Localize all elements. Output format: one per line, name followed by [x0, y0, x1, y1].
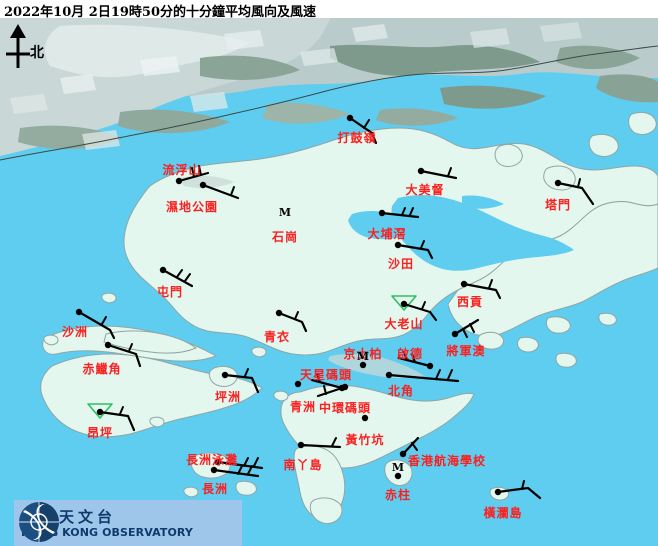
wind-barb-kings-park: [359, 361, 367, 369]
wind-barb-cheung-chau-beach: [214, 457, 264, 470]
station-label: 啟德: [396, 347, 424, 361]
station-label: 中環碼頭: [318, 401, 372, 415]
hko-logo-en: HONG KONG OBSERVATORY: [21, 526, 193, 539]
station-label: 將軍澳: [446, 344, 486, 358]
wind-barb-tuen-mun: [159, 266, 194, 288]
page-title: 2022年10月 2日19時50分的十分鐘平均風向及風速: [4, 5, 317, 20]
station-label: 赤柱: [384, 488, 412, 502]
wind-barb-tai-ku-ling: [346, 114, 378, 145]
station-label: 昂坪: [86, 426, 114, 440]
station-label: 赤鱲角: [82, 362, 122, 376]
station-label: 京士柏: [343, 347, 383, 361]
station-label: 大老山: [384, 317, 424, 331]
wind-barb-hk-sea-school: [399, 436, 420, 458]
station-label: 香港航海學校: [407, 454, 487, 468]
station-dot-wong-chuk-hang: [361, 414, 369, 422]
wind-barb-lamma-island: [297, 437, 342, 449]
station-label: 流浮山: [162, 163, 202, 177]
wind-barb-tsing-yi: [275, 309, 308, 333]
hko-swirl-logo-icon: [19, 502, 59, 542]
station-label: 濕地公園: [165, 200, 219, 214]
urban-areas: [180, 175, 424, 379]
station-label: 橫瀾島: [483, 506, 523, 520]
wind-barb-chek-lap-kok: [104, 341, 142, 368]
wind-barb-tap-mun: [554, 178, 595, 206]
station-label: 長洲: [201, 482, 229, 496]
wind-barb-ngong-ping: [87, 403, 136, 432]
hong-kong-landmass: [40, 111, 658, 525]
station-label: 天星碼頭: [299, 368, 353, 382]
wind-barb-cheung-chau: [210, 465, 260, 478]
station-label: 屯門: [156, 285, 184, 299]
station-label: 黃竹坑: [345, 433, 385, 447]
north-label: 北: [30, 45, 44, 61]
station-label: 沙洲: [61, 325, 89, 339]
wind-barb-sai-kung: [460, 279, 502, 300]
wind-barb-tseung-kwan-o: [451, 318, 480, 338]
wind-barb-tai-po-kau: [378, 207, 420, 219]
wind-barb-kai-tak: [397, 351, 434, 370]
hko-logo: 香港天文台 HONG KONG OBSERVATORY: [14, 500, 242, 546]
station-label: 石崗: [271, 230, 299, 244]
wind-barb-sha-chau: [75, 308, 116, 340]
station-label: 長洲泳灘: [185, 453, 239, 467]
wind-barbs: [75, 114, 595, 500]
wind-barb-tates-cairn: [391, 295, 438, 322]
station-label: 大埔滘: [367, 227, 407, 241]
wind-barb-central-pier: [316, 383, 349, 398]
station-label: 青洲: [289, 400, 317, 414]
station-label: 大美督: [405, 183, 445, 197]
station-label: 打鼓嶺: [337, 131, 377, 145]
station-dot-stanley: [394, 472, 402, 480]
wind-barb-sha-tin: [394, 240, 434, 260]
wind-barb-north-point: [385, 369, 460, 383]
north-arrow-icon: [6, 24, 30, 68]
station-label: 北角: [387, 384, 415, 398]
calm-wind-marker: M: [356, 350, 370, 363]
wind-barb-lau-fau-shan: [175, 165, 210, 185]
map-graphics: [0, 18, 658, 546]
station-label: 塔門: [544, 198, 572, 212]
calm-wind-marker: M: [278, 206, 292, 219]
wind-barb-tai-mei-tuk: [417, 167, 458, 180]
station-label: 西貢: [456, 295, 484, 309]
station-label: 青衣: [263, 330, 291, 344]
title-bar: 2022年10月 2日19時50分的十分鐘平均風向及風速: [0, 0, 658, 20]
station-label: 沙田: [387, 257, 415, 271]
wind-barb-wetland-park: [199, 181, 240, 200]
wind-barb-peng-chau: [221, 368, 260, 394]
wind-barb-waglan-island: [494, 480, 542, 500]
station-label: 坪洲: [214, 390, 242, 404]
station-dot-green-island: [294, 380, 302, 388]
station-label: 南丫島: [283, 458, 323, 472]
mainland-satellite-imagery: [0, 18, 658, 161]
calm-wind-marker: M: [391, 461, 405, 474]
map-canvas: 北 打鼓嶺流浮山濕地公園石崗 M 大美督塔門大埔滘沙田屯門西貢沙洲赤鱲角 大老山青衣將…: [0, 18, 658, 546]
